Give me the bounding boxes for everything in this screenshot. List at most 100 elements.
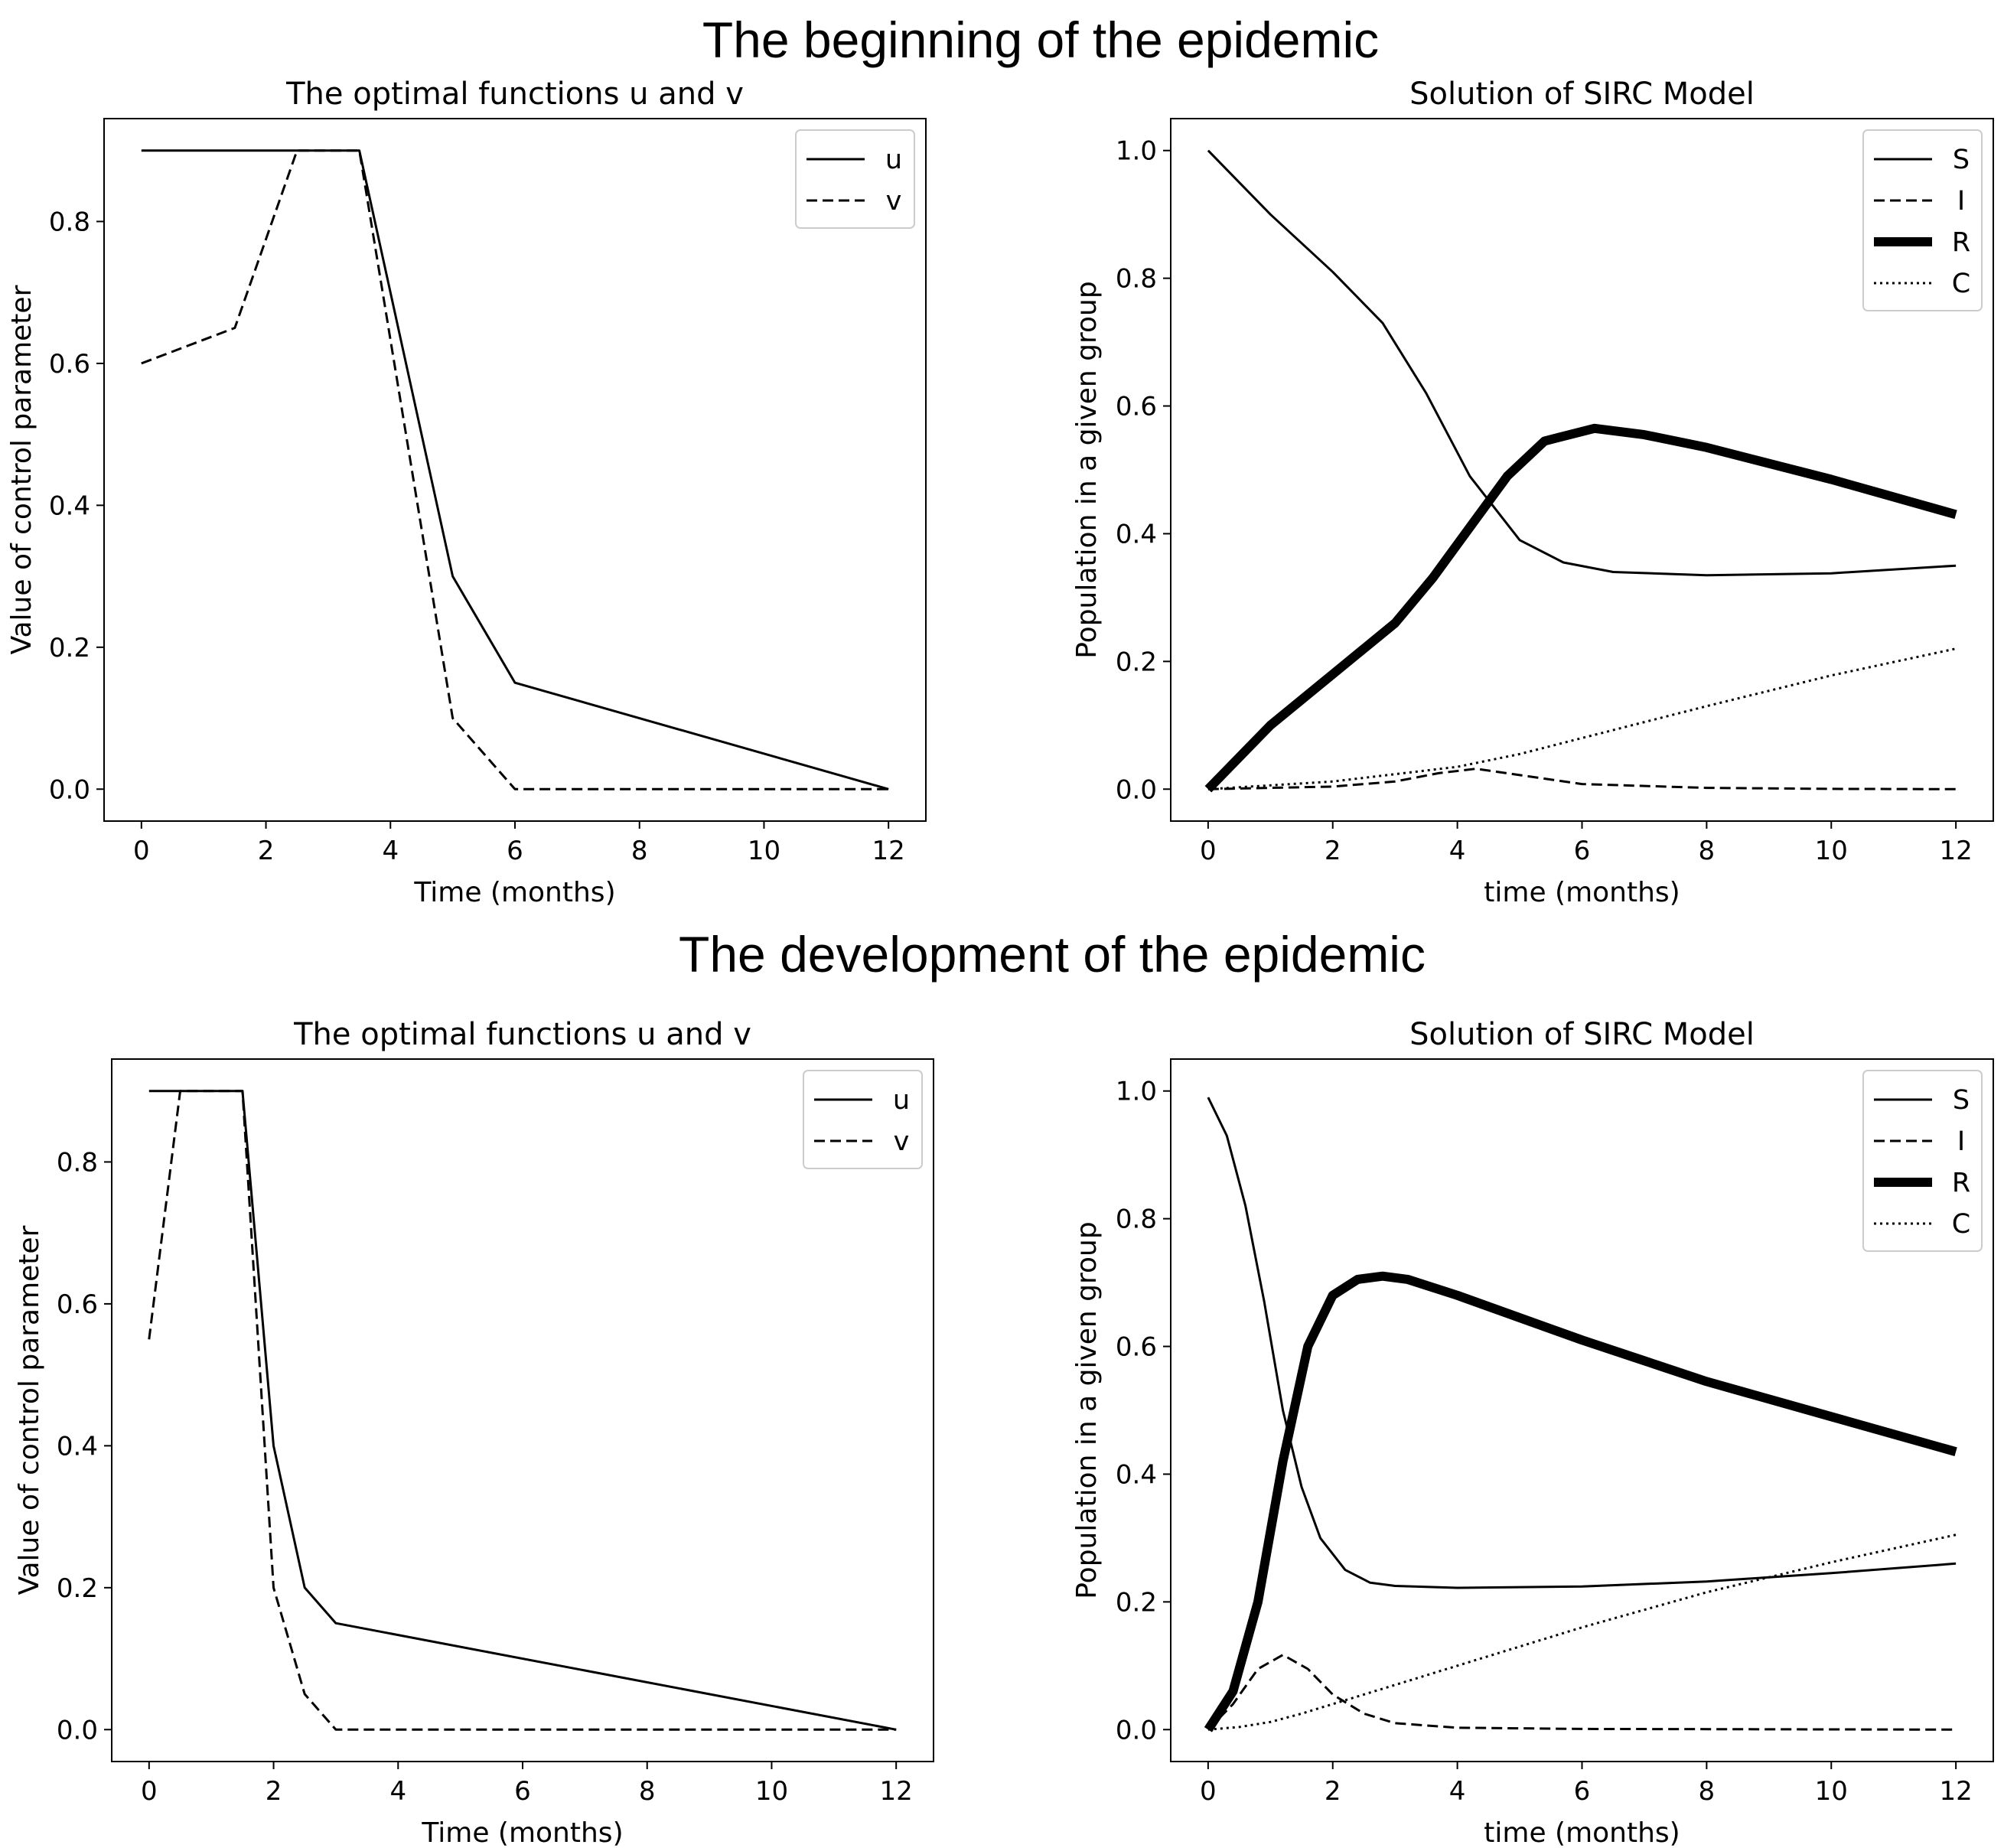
legend-box <box>1862 1070 1983 1252</box>
axes-frame <box>1170 1058 1994 1762</box>
panel-title: The optimal functions u and v <box>285 77 744 112</box>
panel-bottom-right-sirc: Solution of SIRC Model time (months) Popul… <box>1071 1017 1994 1848</box>
x-tick-label: 2 <box>266 1776 282 1807</box>
y-tick-label: 0.2 <box>1116 1587 1157 1618</box>
x-tick-label: 2 <box>1325 836 1341 866</box>
x-axis-label: time (months) <box>1484 1817 1680 1848</box>
y-tick-label: 0.8 <box>1116 1204 1157 1235</box>
y-tick-label: 0.2 <box>1116 647 1157 677</box>
x-tick-label: 0 <box>141 1776 158 1807</box>
axes-frame <box>111 1058 934 1762</box>
series-line-I <box>1207 1654 1957 1731</box>
y-tick-label: 0.8 <box>57 1147 98 1178</box>
series-line-u <box>141 149 889 790</box>
x-tick-label: 4 <box>1449 836 1466 866</box>
x-tick-label: 8 <box>1699 836 1716 866</box>
x-tick-label: 8 <box>631 836 648 866</box>
x-tick-label: 6 <box>1574 836 1591 866</box>
y-tick-label: 0.6 <box>1116 392 1157 422</box>
panel-title: Solution of SIRC Model <box>1409 1017 1755 1052</box>
x-tick-label: 0 <box>1200 1776 1217 1807</box>
panel-title: Solution of SIRC Model <box>1409 77 1755 112</box>
series-line-S <box>1207 1097 1957 1589</box>
legend-label-S: S <box>1953 1085 1970 1116</box>
y-tick-label: 0.0 <box>1116 1715 1157 1745</box>
legend-box <box>1862 129 1983 311</box>
legend-label-I: I <box>1957 1126 1965 1157</box>
series-line-I <box>1207 768 1957 790</box>
x-tick-label: 8 <box>639 1776 656 1807</box>
x-tick-label: 10 <box>1815 836 1848 866</box>
series-line-v <box>148 1090 897 1731</box>
series-line-u <box>148 1090 897 1731</box>
legend: uv <box>795 129 915 229</box>
x-tick-label: 12 <box>1940 1776 1973 1807</box>
series-line-S <box>1207 149 1957 577</box>
x-tick-label: 2 <box>1325 1776 1341 1807</box>
x-axis-label: Time (months) <box>413 877 615 908</box>
axes-frame <box>1170 118 1994 822</box>
series-line-C <box>1207 1533 1957 1731</box>
x-tick-label: 4 <box>382 836 399 866</box>
legend-label-v: v <box>894 1126 910 1157</box>
legend-label-v: v <box>886 186 902 217</box>
y-tick-label: 0.4 <box>1116 1459 1157 1490</box>
y-tick-label: 1.0 <box>1116 136 1157 167</box>
y-tick-label: 0.6 <box>1116 1332 1157 1363</box>
x-tick-label: 0 <box>133 836 150 866</box>
x-tick-label: 10 <box>748 836 780 866</box>
legend-label-C: C <box>1952 1209 1970 1240</box>
legend-box <box>803 1070 923 1169</box>
section-title-beginning: The beginning of the epidemic <box>702 11 1379 68</box>
x-tick-label: 12 <box>880 1776 913 1807</box>
x-tick-label: 6 <box>1574 1776 1591 1807</box>
y-tick-label: 0.8 <box>49 207 90 237</box>
legend-box <box>795 129 915 229</box>
y-tick-label: 0.0 <box>57 1715 98 1745</box>
y-tick-label: 0.2 <box>57 1573 98 1604</box>
y-tick-label: 0.4 <box>1116 519 1157 549</box>
y-axis-label: Value of control parameter <box>6 285 37 654</box>
x-tick-label: 12 <box>872 836 905 866</box>
panel-title: The optimal functions u and v <box>293 1017 751 1052</box>
x-tick-label: 4 <box>389 1776 406 1807</box>
legend-label-I: I <box>1957 186 1965 217</box>
y-tick-label: 0.4 <box>57 1431 98 1462</box>
legend: SIRC <box>1862 129 1983 311</box>
y-tick-label: 0.4 <box>49 491 90 521</box>
y-axis-label: Population in a given group <box>1071 281 1103 658</box>
legend-label-S: S <box>1953 145 1970 175</box>
y-tick-label: 0.8 <box>1116 264 1157 295</box>
legend-label-R: R <box>1952 227 1970 258</box>
legend-label-C: C <box>1952 269 1970 299</box>
y-tick-label: 0.6 <box>57 1289 98 1320</box>
legend: uv <box>803 1070 923 1169</box>
y-tick-label: 0.0 <box>1116 774 1157 805</box>
series-line-R <box>1204 423 1957 793</box>
legend-label-u: u <box>885 145 902 175</box>
y-tick-label: 0.6 <box>49 349 90 380</box>
series-line-C <box>1207 647 1957 790</box>
x-axis-label: time (months) <box>1484 877 1680 908</box>
x-tick-label: 4 <box>1449 1776 1466 1807</box>
panel-top-left-controls: The optimal functions u and v Time (month… <box>6 77 927 908</box>
x-tick-label: 10 <box>755 1776 788 1807</box>
axes-frame <box>103 118 927 822</box>
section-title-development: The development of the epidemic <box>679 926 1426 983</box>
x-tick-label: 12 <box>1940 836 1973 866</box>
x-tick-label: 6 <box>507 836 523 866</box>
legend: SIRC <box>1862 1070 1983 1252</box>
legend-label-u: u <box>893 1085 910 1116</box>
y-axis-label: Population in a given group <box>1071 1221 1103 1599</box>
panel-bottom-left-controls: The optimal functions u and v Time (month… <box>14 1017 934 1848</box>
x-axis-label: Time (months) <box>421 1817 623 1848</box>
y-tick-label: 0.0 <box>49 774 90 805</box>
x-tick-label: 0 <box>1200 836 1217 866</box>
legend-label-R: R <box>1952 1168 1970 1198</box>
series-line-R <box>1204 1271 1957 1732</box>
series-line-v <box>141 149 889 790</box>
y-axis-label: Value of control parameter <box>14 1225 45 1595</box>
x-tick-label: 8 <box>1699 1776 1716 1807</box>
x-tick-label: 2 <box>258 836 275 866</box>
